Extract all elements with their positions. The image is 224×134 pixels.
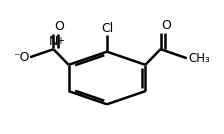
Text: O: O bbox=[54, 20, 64, 33]
Text: CH₃: CH₃ bbox=[189, 52, 210, 65]
Text: +: + bbox=[56, 36, 64, 46]
Text: ⁻O: ⁻O bbox=[13, 51, 29, 64]
Text: Cl: Cl bbox=[101, 22, 113, 35]
Text: N: N bbox=[49, 35, 58, 48]
Text: O: O bbox=[161, 19, 171, 32]
